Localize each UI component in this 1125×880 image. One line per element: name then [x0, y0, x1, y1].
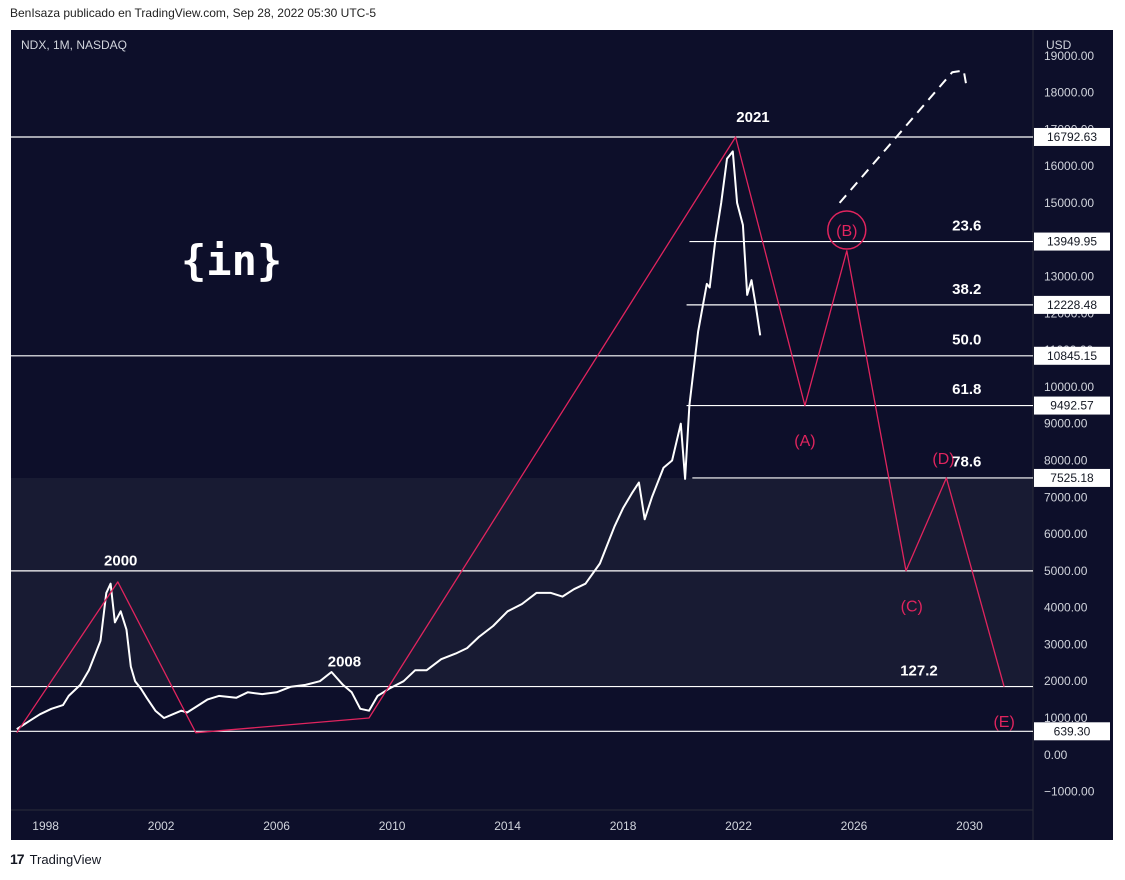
y-tick-label: 6000.00 [1044, 527, 1088, 541]
y-tick-label: 15000.00 [1044, 196, 1094, 210]
year-annotation: 2008 [328, 654, 361, 671]
price-axis-tag-label: 7525.18 [1050, 471, 1094, 485]
symbol-label: NDX, 1M, NASDAQ [21, 38, 128, 52]
fib-label: 38.2 [952, 281, 981, 298]
year-annotation: 2021 [736, 109, 769, 126]
fib-label: 127.2 [900, 663, 938, 680]
price-axis-tag-label: 12228.48 [1047, 298, 1097, 312]
y-tick-label: 19000.00 [1044, 49, 1094, 63]
price-axis-tag [1034, 468, 1110, 487]
y-tick-label: 2000.00 [1044, 674, 1088, 688]
y-tick-label: 3000.00 [1044, 637, 1088, 651]
price-axis-tag-label: 13949.95 [1047, 235, 1097, 249]
chart-panel[interactable]: −1000.00 0.00 1000.00 2000.00 3000.00 4000.00… [11, 30, 1113, 840]
fib-label: 23.6 [952, 218, 981, 235]
alternative-path-line [838, 69, 968, 204]
x-tick-label: 2026 [841, 819, 868, 833]
price-axis-tag [1034, 232, 1110, 251]
y-tick-label: 4000.00 [1044, 601, 1088, 615]
wave-label: (E) [993, 714, 1014, 731]
price-axis-tag [1034, 346, 1110, 365]
footer-brand-label: TradingView [29, 851, 102, 867]
footer-brand[interactable]: 17 TradingView [10, 851, 101, 867]
price-axis-tag-label: 639.30 [1054, 724, 1091, 738]
y-tick-label: 1000.00 [1044, 711, 1088, 725]
year-annotation: 2000 [104, 552, 137, 569]
tradingview-logo-icon: 17 [10, 851, 25, 867]
wave-label: (B) [836, 223, 857, 240]
y-tick-label: 7000.00 [1044, 490, 1088, 504]
y-tick-label: −1000.00 [1044, 785, 1095, 799]
price-axis-tag [1034, 396, 1110, 415]
y-tick-label: 16000.00 [1044, 159, 1094, 173]
fib-label: 78.6 [952, 454, 981, 471]
wave-label: (D) [932, 451, 954, 468]
wave-label: (C) [901, 598, 923, 615]
currency-label: USD [1046, 38, 1072, 52]
price-axis-tag-label: 16792.63 [1047, 130, 1097, 144]
y-tick-label: 18000.00 [1044, 86, 1094, 100]
fib-label: 61.8 [952, 381, 981, 398]
x-tick-label: 2018 [610, 819, 637, 833]
x-tick-label: 2022 [725, 819, 752, 833]
price-axis-tag [1034, 722, 1110, 741]
price-axis-tag-label: 9492.57 [1050, 399, 1094, 413]
price-band [11, 477, 1033, 687]
y-tick-label: 13000.00 [1044, 270, 1094, 284]
price-axis-tag-label: 10845.15 [1047, 349, 1097, 363]
wave-label: (A) [794, 433, 815, 450]
price-chart[interactable]: −1000.00 0.00 1000.00 2000.00 3000.00 4000.00… [11, 30, 1113, 840]
y-tick-label: 9000.00 [1044, 417, 1088, 431]
y-tick-label: 5000.00 [1044, 564, 1088, 578]
x-tick-label: 2010 [379, 819, 406, 833]
wave-b-circle [827, 210, 867, 250]
publisher-header: BenIsaza publicado en TradingView.com, S… [10, 6, 377, 20]
ndx-price-line [16, 150, 762, 730]
beincrypto-logo: {in} [181, 236, 282, 285]
price-axis-tag [1034, 295, 1110, 314]
x-tick-label: 2006 [263, 819, 290, 833]
wave-projection-line [16, 136, 1005, 734]
x-tick-label: 2030 [956, 819, 983, 833]
x-tick-label: 2014 [494, 819, 521, 833]
x-tick-label: 1998 [32, 819, 59, 833]
fib-label: 50.0 [952, 332, 981, 349]
y-tick-label: 8000.00 [1044, 453, 1088, 467]
y-tick-label: 0.00 [1044, 748, 1068, 762]
y-tick-label: 10000.00 [1044, 380, 1094, 394]
price-axis-tag [1034, 127, 1110, 146]
x-tick-label: 2002 [148, 819, 175, 833]
